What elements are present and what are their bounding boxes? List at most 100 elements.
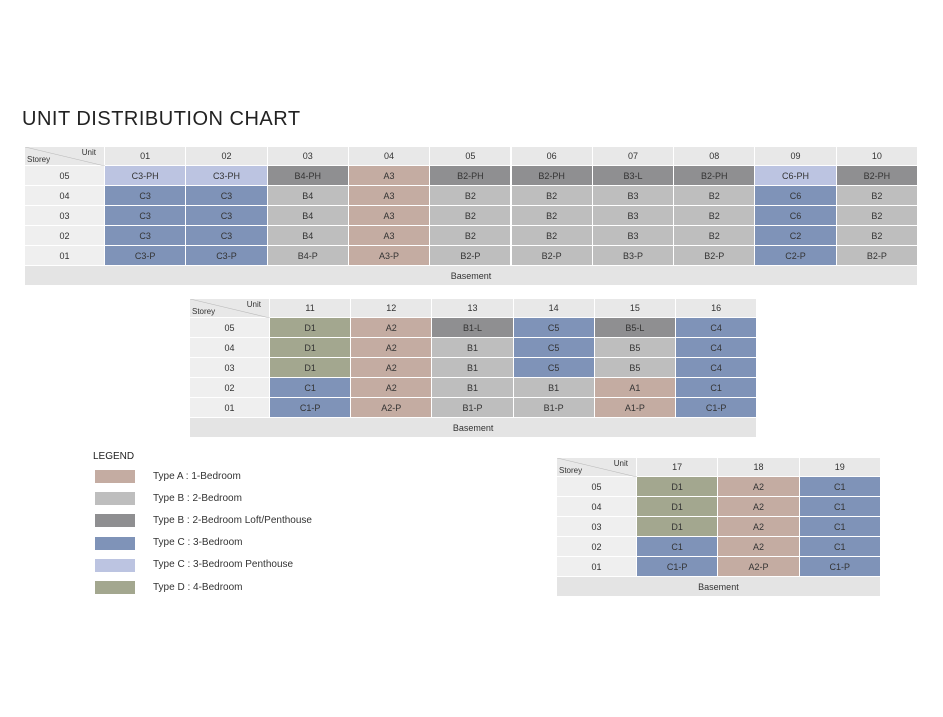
unit-header: 15 (594, 299, 676, 318)
unit-header: 17 (637, 458, 719, 477)
unit-cell: B4-P (267, 246, 349, 266)
unit-cell: D1 (637, 497, 719, 517)
unit-cell: B3 (592, 206, 675, 226)
storey-label-cell: 05 (25, 166, 105, 186)
unit-header: 16 (676, 299, 758, 318)
unit-cell: B1 (432, 338, 514, 358)
unit-cell: C1 (799, 537, 881, 557)
unit-cell: A2 (718, 477, 800, 497)
unit-header: 04 (348, 147, 431, 166)
legend-swatch (95, 514, 135, 528)
unit-header: 03 (267, 147, 349, 166)
unit-cell: A2 (351, 378, 433, 398)
unit-cell: B2-PH (674, 166, 756, 186)
storey-label-cell: 03 (25, 206, 105, 226)
storey-label-cell: 02 (190, 378, 270, 398)
unit-cell: B4-PH (267, 166, 349, 186)
unit-cell: C1 (637, 537, 719, 557)
unit-cell: C1 (799, 477, 881, 497)
unit-cell: C4 (676, 318, 758, 338)
unit-cell: B2-P (674, 246, 756, 266)
unit-cell: C3 (186, 226, 268, 246)
unit-cell: C3 (105, 186, 187, 206)
storey-label-cell: 01 (190, 398, 270, 418)
unit-cell: B2-PH (430, 166, 512, 186)
unit-cell: C6 (755, 186, 837, 206)
unit-cell: B2 (430, 206, 512, 226)
unit-cell: B5 (594, 338, 676, 358)
corner-diagonal (557, 458, 637, 477)
unit-cell: C1-P (676, 398, 758, 418)
legend-label: Type A : 1-Bedroom (153, 470, 241, 482)
unit-cell: C3 (186, 186, 268, 206)
header-corner: Unit Storey (190, 299, 270, 318)
unit-label: Unit (613, 459, 628, 468)
unit-cell: C3 (186, 206, 268, 226)
unit-cell: B5 (594, 358, 676, 378)
unit-cell: C2 (755, 226, 837, 246)
unit-cell: B1-L (432, 318, 514, 338)
unit-cell: C1-P (270, 398, 352, 418)
unit-cell: D1 (270, 318, 352, 338)
unit-table: Unit Storey 17 18 19 05 D1 A2 C1 04 D1 A2 C1 03 D1 A2 C1… (557, 458, 881, 597)
unit-header: 09 (755, 147, 837, 166)
unit-header: 02 (186, 147, 268, 166)
unit-cell: B2-P (836, 246, 918, 266)
unit-cell: A3 (348, 226, 431, 246)
unit-cell: C3-P (186, 246, 268, 266)
unit-cell: B4 (267, 206, 349, 226)
unit-cell: B1 (432, 378, 514, 398)
unit-header: 14 (513, 299, 595, 318)
unit-cell: B1-P (432, 398, 514, 418)
unit-cell: C3-P (105, 246, 187, 266)
unit-header: 13 (432, 299, 514, 318)
unit-header: 12 (351, 299, 433, 318)
unit-header: 05 (430, 147, 512, 166)
legend-swatch (95, 558, 135, 572)
basement-row: Basement (557, 577, 881, 597)
unit-cell: D1 (637, 517, 719, 537)
unit-cell: B5-L (594, 318, 676, 338)
unit-cell: B2-P (430, 246, 512, 266)
unit-label: Unit (81, 148, 96, 157)
legend-swatch (95, 470, 135, 483)
unit-cell: A3 (348, 206, 431, 226)
storey-label-cell: 01 (25, 246, 105, 266)
unit-cell: B2 (674, 206, 756, 226)
unit-cell: B2-P (511, 246, 593, 266)
storey-label-cell: 01 (557, 557, 637, 577)
unit-cell: B3 (592, 186, 675, 206)
legend-label: Type B : 2-Bedroom (153, 492, 242, 504)
unit-cell: C5 (513, 318, 595, 338)
unit-cell: B4 (267, 186, 349, 206)
unit-cell: C1-P (637, 557, 719, 577)
unit-cell: C1 (799, 517, 881, 537)
unit-cell: C3-PH (186, 166, 268, 186)
unit-cell: B4 (267, 226, 349, 246)
unit-cell: C1-P (799, 557, 881, 577)
corner-diagonal (25, 147, 105, 166)
unit-header: 07 (592, 147, 675, 166)
storey-label-cell: 02 (557, 537, 637, 557)
storey-label-cell: 05 (190, 318, 270, 338)
unit-cell: A3 (348, 166, 431, 186)
storey-label-cell: 03 (190, 358, 270, 378)
storey-label: Storey (192, 307, 216, 316)
unit-cell: C1 (799, 497, 881, 517)
storey-label-cell: 04 (557, 497, 637, 517)
unit-cell: B2 (674, 186, 756, 206)
unit-cell: A2 (718, 517, 800, 537)
unit-cell: B1-P (513, 398, 595, 418)
unit-cell: A1-P (594, 398, 676, 418)
unit-cell: B3 (592, 226, 675, 246)
unit-cell: A2 (351, 358, 433, 378)
page-title: UNIT DISTRIBUTION CHART (22, 108, 301, 130)
unit-cell: A2 (718, 537, 800, 557)
unit-cell: A1 (594, 378, 676, 398)
legend-swatch (95, 581, 135, 594)
unit-cell: B1 (432, 358, 514, 378)
unit-table: Unit Storey 01 02 03 04 05 06 07 08 09 10 05 C3-PH C3-… (25, 147, 918, 286)
unit-cell: C6-PH (755, 166, 837, 186)
unit-cell: C5 (513, 358, 595, 378)
